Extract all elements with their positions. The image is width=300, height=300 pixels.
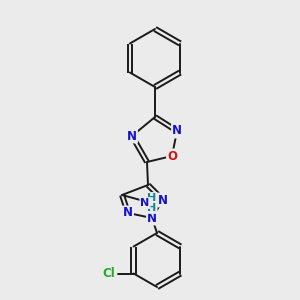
- Text: O: O: [167, 149, 177, 163]
- Text: N: N: [147, 212, 157, 224]
- Text: N: N: [127, 130, 137, 142]
- Text: Cl: Cl: [102, 267, 115, 280]
- Text: N: N: [123, 206, 133, 220]
- Text: N: N: [140, 198, 150, 208]
- Text: N: N: [158, 194, 168, 206]
- Text: N: N: [172, 124, 182, 137]
- Text: H: H: [147, 193, 157, 203]
- Text: H: H: [147, 203, 157, 213]
